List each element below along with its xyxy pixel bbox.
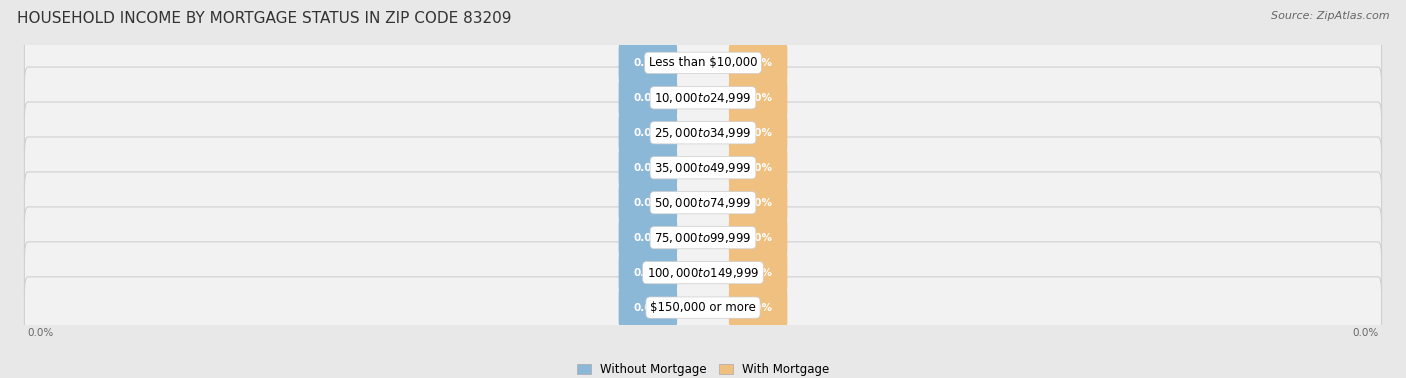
FancyBboxPatch shape [24, 277, 1382, 338]
Text: 0.0%: 0.0% [744, 268, 773, 277]
Text: HOUSEHOLD INCOME BY MORTGAGE STATUS IN ZIP CODE 83209: HOUSEHOLD INCOME BY MORTGAGE STATUS IN Z… [17, 11, 512, 26]
Text: 0.0%: 0.0% [633, 128, 662, 138]
Text: 0.0%: 0.0% [633, 268, 662, 277]
FancyBboxPatch shape [619, 147, 678, 188]
FancyBboxPatch shape [728, 182, 787, 223]
FancyBboxPatch shape [24, 207, 1382, 268]
Text: 0.0%: 0.0% [744, 163, 773, 173]
FancyBboxPatch shape [24, 242, 1382, 304]
FancyBboxPatch shape [728, 287, 787, 328]
Text: 0.0%: 0.0% [633, 93, 662, 103]
FancyBboxPatch shape [24, 137, 1382, 198]
FancyBboxPatch shape [24, 67, 1382, 129]
FancyBboxPatch shape [619, 42, 678, 84]
Text: 0.0%: 0.0% [1353, 328, 1378, 338]
FancyBboxPatch shape [728, 252, 787, 293]
Text: 0.0%: 0.0% [744, 93, 773, 103]
FancyBboxPatch shape [619, 77, 678, 118]
FancyBboxPatch shape [24, 102, 1382, 164]
FancyBboxPatch shape [24, 32, 1382, 94]
Text: 0.0%: 0.0% [633, 58, 662, 68]
Text: $10,000 to $24,999: $10,000 to $24,999 [654, 91, 752, 105]
Text: 0.0%: 0.0% [633, 233, 662, 243]
FancyBboxPatch shape [619, 217, 678, 258]
Text: 0.0%: 0.0% [744, 198, 773, 208]
Text: Less than $10,000: Less than $10,000 [648, 56, 758, 69]
Text: $150,000 or more: $150,000 or more [650, 301, 756, 314]
Text: 0.0%: 0.0% [633, 163, 662, 173]
FancyBboxPatch shape [619, 252, 678, 293]
Text: $35,000 to $49,999: $35,000 to $49,999 [654, 161, 752, 175]
Text: $100,000 to $149,999: $100,000 to $149,999 [647, 266, 759, 280]
Text: $50,000 to $74,999: $50,000 to $74,999 [654, 196, 752, 210]
FancyBboxPatch shape [619, 287, 678, 328]
FancyBboxPatch shape [728, 77, 787, 118]
Text: Source: ZipAtlas.com: Source: ZipAtlas.com [1271, 11, 1389, 21]
Text: $75,000 to $99,999: $75,000 to $99,999 [654, 231, 752, 245]
Text: 0.0%: 0.0% [633, 303, 662, 313]
FancyBboxPatch shape [728, 217, 787, 258]
Text: $25,000 to $34,999: $25,000 to $34,999 [654, 126, 752, 140]
Text: 0.0%: 0.0% [744, 233, 773, 243]
FancyBboxPatch shape [728, 112, 787, 153]
FancyBboxPatch shape [619, 182, 678, 223]
FancyBboxPatch shape [619, 112, 678, 153]
Text: 0.0%: 0.0% [744, 303, 773, 313]
Text: 0.0%: 0.0% [744, 58, 773, 68]
FancyBboxPatch shape [728, 42, 787, 84]
Legend: Without Mortgage, With Mortgage: Without Mortgage, With Mortgage [572, 358, 834, 378]
Text: 0.0%: 0.0% [28, 328, 53, 338]
Text: 0.0%: 0.0% [633, 198, 662, 208]
FancyBboxPatch shape [24, 172, 1382, 234]
Text: 0.0%: 0.0% [744, 128, 773, 138]
FancyBboxPatch shape [728, 147, 787, 188]
